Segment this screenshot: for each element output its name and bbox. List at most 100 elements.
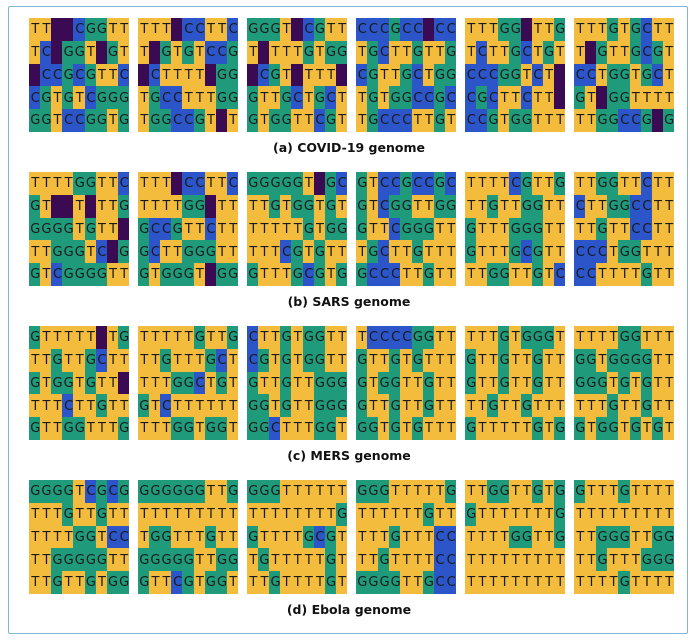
base-cell: T	[498, 394, 510, 418]
base-cell: G	[247, 172, 259, 196]
base-cell: T	[367, 172, 379, 196]
base-cell: T	[182, 63, 195, 87]
base-cell: G	[596, 548, 608, 572]
base-cell: G	[629, 417, 642, 440]
base-cell: T	[258, 194, 270, 219]
base-cell: T	[313, 40, 326, 65]
base-cell: T	[596, 263, 608, 286]
base-cell: G	[433, 63, 446, 87]
base-cell	[62, 18, 74, 42]
base-cell: G	[553, 480, 565, 504]
base-cell: T	[651, 86, 664, 110]
base-cell: T	[171, 502, 183, 527]
base-cell: T	[498, 525, 510, 549]
base-cell: G	[51, 240, 63, 264]
base-cell: T	[400, 502, 413, 527]
base-cell: G	[95, 480, 108, 504]
base-cell: T	[335, 109, 347, 132]
base-cell: C	[84, 480, 97, 504]
base-cell	[84, 194, 97, 219]
base-cell: G	[291, 240, 304, 264]
base-cell: T	[291, 525, 304, 549]
base-cell: G	[607, 348, 619, 373]
base-cell: G	[313, 263, 326, 286]
base-cell: T	[465, 40, 477, 65]
base-cell: T	[182, 502, 195, 527]
base-cell: T	[444, 348, 456, 373]
base-cell: T	[465, 571, 477, 594]
base-cell: T	[400, 263, 413, 286]
base-cell: G	[29, 371, 41, 395]
base-cell: G	[313, 86, 326, 110]
base-cell: T	[574, 109, 586, 132]
base-cell: T	[356, 326, 368, 350]
base-cell: T	[302, 502, 315, 527]
base-cell: G	[356, 571, 368, 594]
base-cell: T	[171, 394, 183, 418]
base-cell: C	[62, 394, 74, 418]
base-cell: T	[204, 548, 217, 572]
base-cell: T	[585, 417, 597, 440]
base-cell: T	[596, 394, 608, 418]
base-cell: C	[400, 326, 413, 350]
base-cell: T	[95, 172, 108, 196]
base-cell: C	[378, 240, 390, 264]
base-cell	[51, 18, 63, 42]
base-cell: C	[258, 63, 270, 87]
base-cell: G	[640, 63, 653, 87]
base-cell: T	[160, 326, 172, 350]
base-cell: G	[465, 217, 477, 241]
base-cell: T	[193, 502, 206, 527]
base-cell: C	[487, 63, 499, 87]
base-cell: T	[149, 263, 161, 286]
base-cell: G	[226, 480, 238, 504]
base-cell: G	[171, 263, 183, 286]
base-cell: C	[204, 40, 217, 65]
base-cell: T	[335, 86, 347, 110]
base-cell: T	[247, 240, 259, 264]
base-cell: T	[378, 217, 390, 241]
base-cell: C	[400, 109, 413, 132]
base-cell: T	[269, 40, 281, 65]
base-cell: T	[215, 217, 228, 241]
base-cell: G	[51, 548, 63, 572]
base-cell: G	[84, 525, 97, 549]
base-cell: T	[356, 502, 368, 527]
base-cell: T	[138, 525, 150, 549]
base-cell: T	[335, 18, 347, 42]
base-cell: T	[465, 18, 477, 42]
base-cell: T	[498, 417, 510, 440]
base-cell: C	[640, 172, 653, 196]
base-cell: T	[73, 502, 86, 527]
base-cell: T	[542, 525, 555, 549]
base-cell: C	[73, 109, 86, 132]
base-cell: G	[487, 480, 499, 504]
base-cell: C	[465, 86, 477, 110]
base-cell: T	[269, 263, 281, 286]
base-cell: T	[487, 40, 499, 65]
base-cell: T	[138, 86, 150, 110]
base-cell: T	[291, 571, 304, 594]
base-cell: G	[247, 417, 259, 440]
base-cell: C	[171, 571, 183, 594]
base-cell: G	[258, 394, 270, 418]
base-cell: T	[465, 263, 477, 286]
panel-caption: (a) COVID-19 genome	[273, 140, 425, 155]
base-cell	[117, 217, 129, 241]
base-cell: T	[313, 217, 326, 241]
base-cell: T	[498, 40, 510, 65]
base-cell: G	[171, 480, 183, 504]
base-cell: T	[574, 571, 586, 594]
base-cell: G	[618, 571, 631, 594]
base-cell: T	[444, 394, 456, 418]
base-cell: G	[182, 371, 195, 395]
base-cell: T	[291, 394, 304, 418]
base-cell: T	[149, 417, 161, 440]
base-cell: T	[476, 571, 488, 594]
base-cell	[171, 18, 183, 42]
base-cell: C	[193, 371, 206, 395]
base-cell	[215, 109, 228, 132]
